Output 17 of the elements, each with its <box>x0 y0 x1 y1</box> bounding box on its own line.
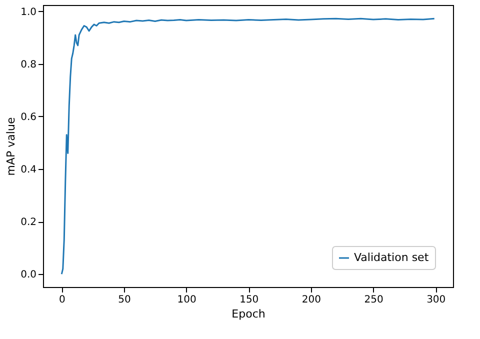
x-tick-label: 0 <box>58 294 66 306</box>
y-tick-label: 0.6 <box>20 112 36 123</box>
y-tick-label: 0.2 <box>20 217 36 228</box>
legend-label: Validation set <box>354 251 430 264</box>
x-tick-label: 300 <box>426 294 446 306</box>
x-axis-title: Epoch <box>232 308 266 320</box>
x-tick-label: 100 <box>177 294 196 306</box>
y-tick-label: 1.0 <box>20 6 36 18</box>
x-tick-label: 200 <box>302 294 321 306</box>
line-series <box>60 18 436 275</box>
x-tick-label: 150 <box>240 294 259 306</box>
y-tick-label: 0.0 <box>20 270 36 281</box>
y-tick-label: 0.4 <box>20 164 36 176</box>
x-tick-label: 250 <box>364 294 384 306</box>
y-tick-label: 0.8 <box>20 59 36 70</box>
x-tick-label: 50 <box>118 294 131 306</box>
y-axis-title: mAP value <box>4 117 18 176</box>
